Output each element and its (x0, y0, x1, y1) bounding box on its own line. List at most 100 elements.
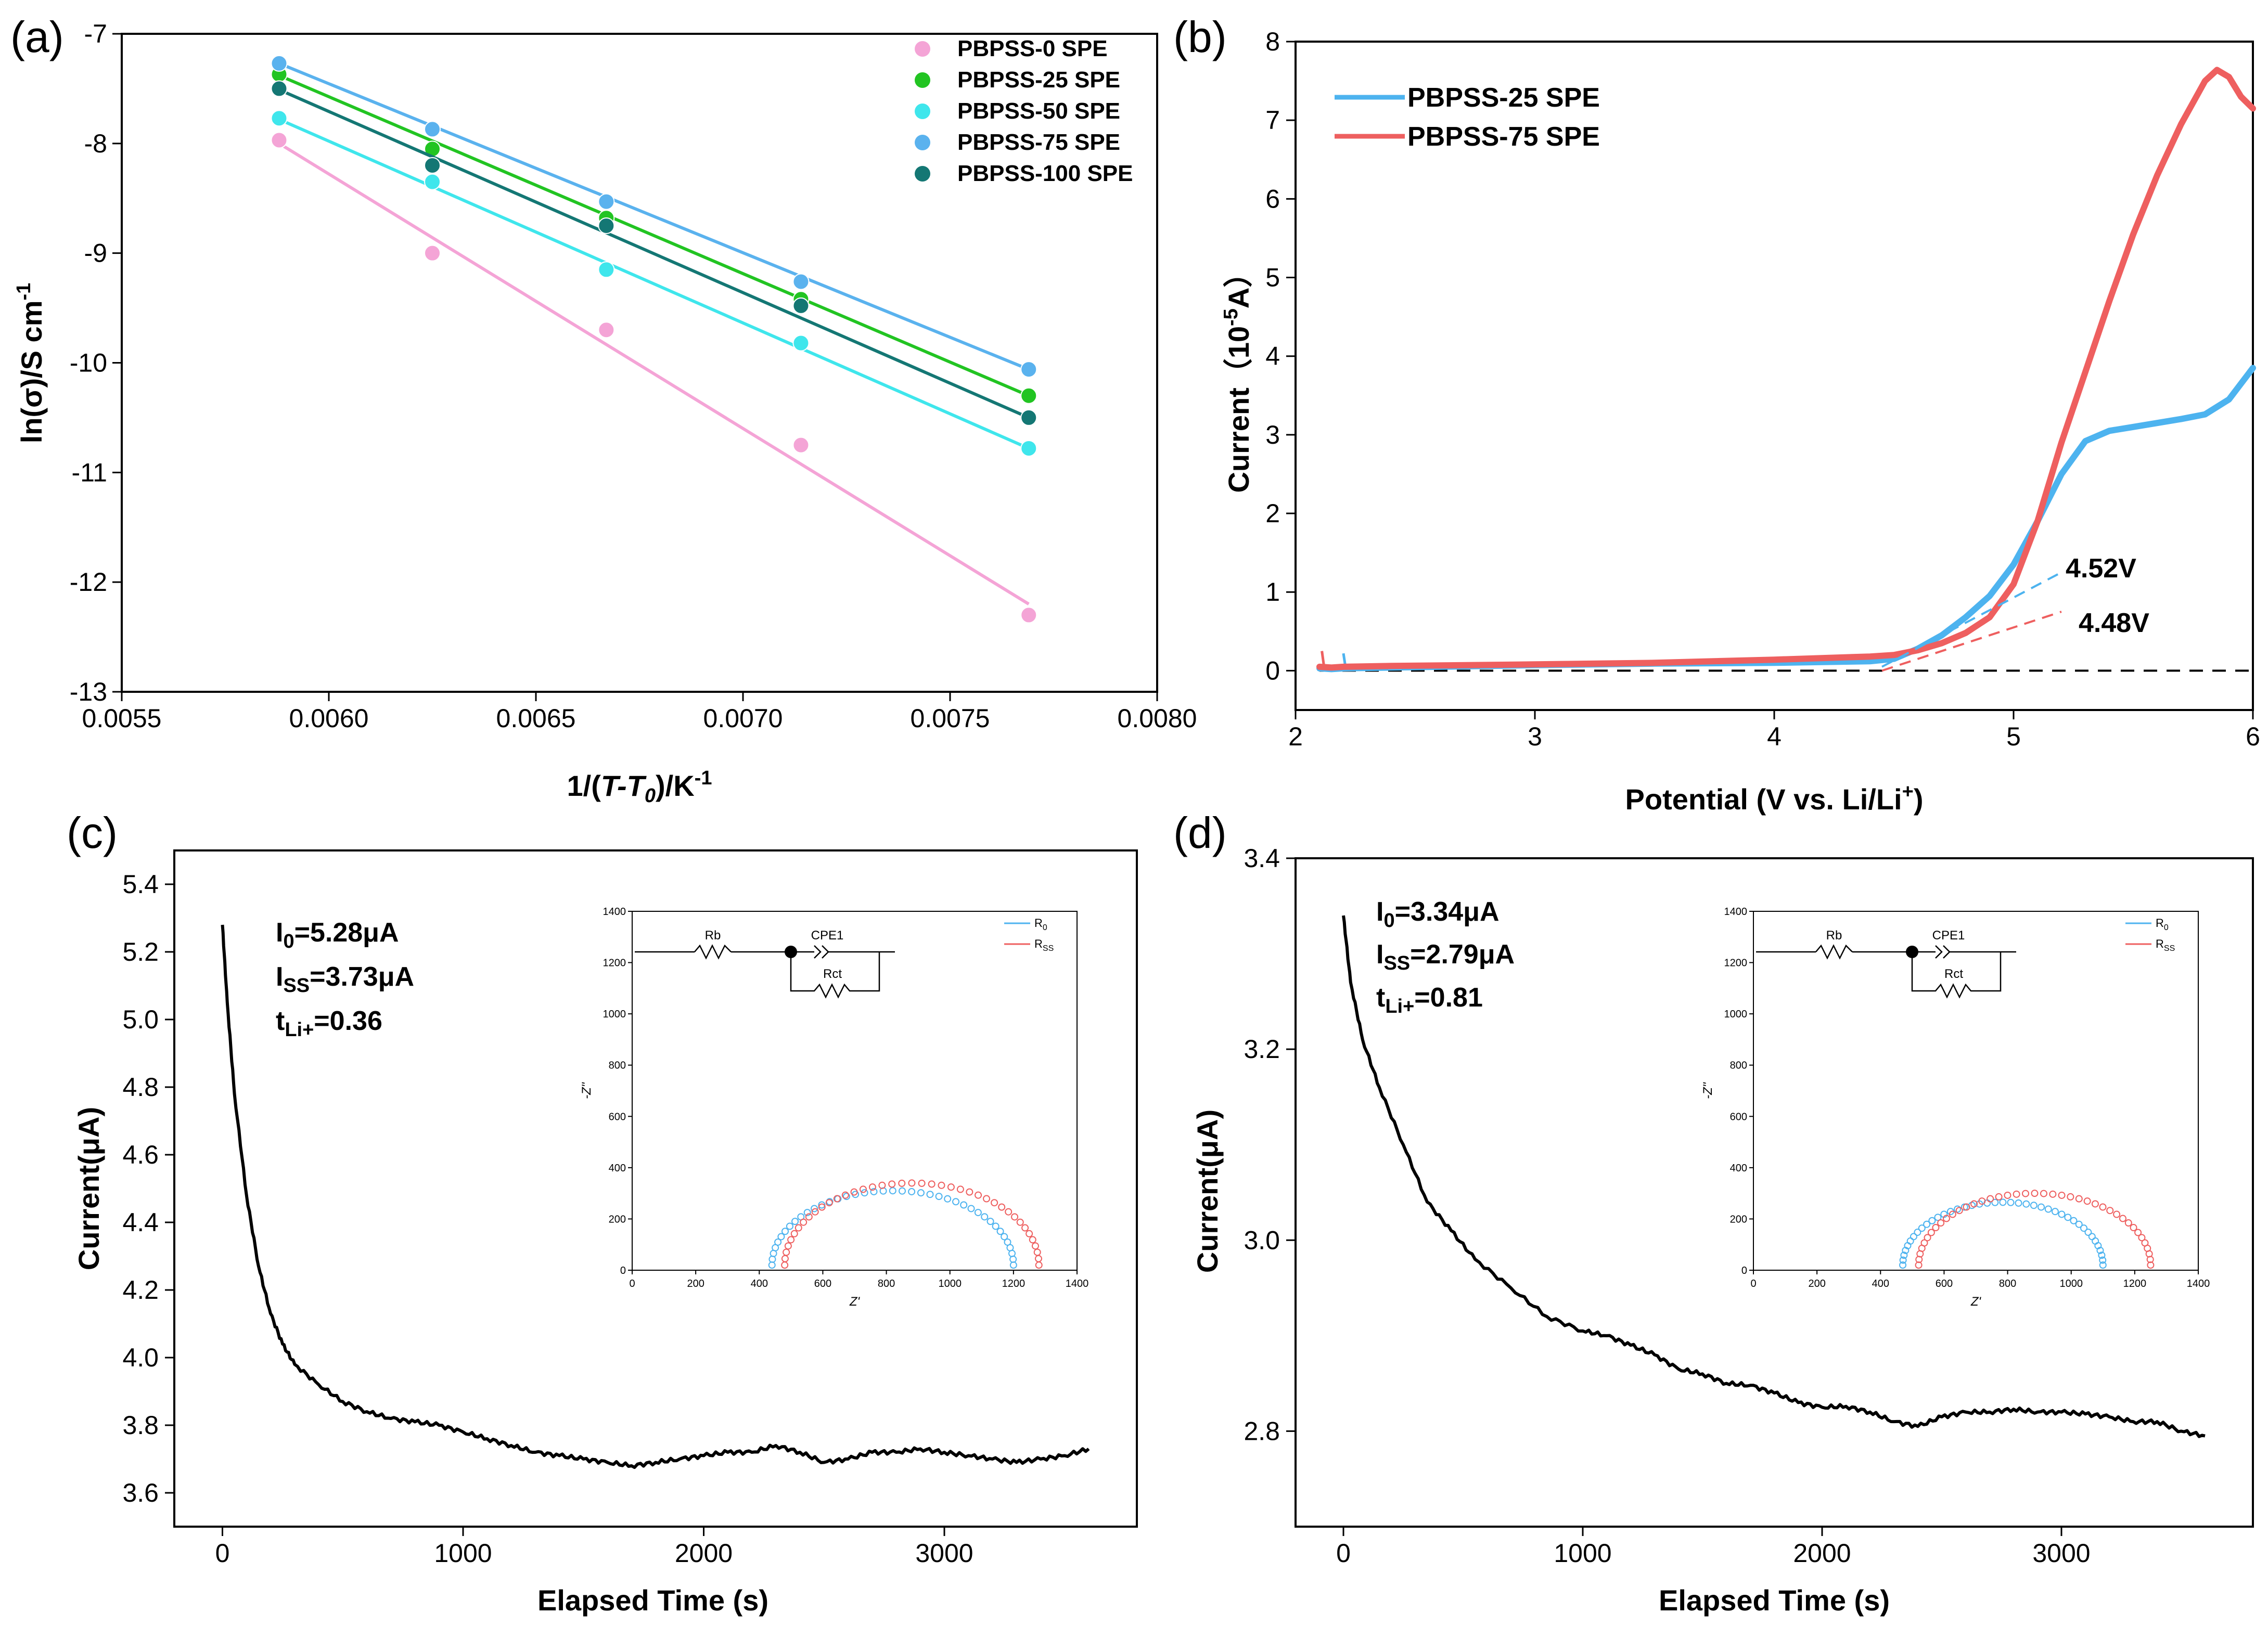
panel-a-point (1020, 361, 1037, 378)
panel-c-ytick-label: 5.4 (122, 870, 159, 899)
panel-d-inset-arc-point (2083, 1197, 2091, 1205)
panel-c-inset-arc-point (1001, 1233, 1008, 1241)
panel-d-inset-resistor-rb (1815, 944, 1853, 960)
panel-c: (c) 0 1000 2000 30003.63.84.04.24.44.64.85.… (67, 808, 1138, 1617)
panel-a-ytick-label: -7 (84, 19, 107, 48)
panel-d-inset-xtick-label: 0 (1750, 1278, 1756, 1289)
panel-c-xtick-label: 0 (215, 1539, 230, 1568)
panel-a-ytick-label: -11 (71, 458, 107, 487)
panel-a-point (424, 244, 441, 262)
panel-c-inset-arc-point (966, 1188, 973, 1196)
panel-d-xtick-label: 0 (1336, 1539, 1351, 1568)
panel-c-inset-arc-point (956, 1185, 964, 1193)
panel-d-inset: 0 200 400 600 800 1000 1200 1400 0 200 400 600 800 10… (1701, 906, 2210, 1309)
panel-b-series-line (1316, 67, 2256, 671)
panel-c-inset-arc-point (781, 1228, 789, 1235)
panel-a-point (598, 217, 615, 234)
panel-a-fit-line (278, 88, 1030, 419)
panel-a-ylabel: ln(σ)/S cm-1 (13, 283, 48, 444)
panel-d-inset-arc-point (2134, 1229, 2142, 1236)
panel-c-inset-ytick-label: 200 (609, 1214, 626, 1225)
panel-c-inset-resistor-rb (694, 944, 732, 960)
panel-a-point (598, 261, 615, 278)
panel-c-ticks: 0 1000 2000 30003.63.84.04.24.44.64.85.05.2… (122, 870, 973, 1568)
panel-c-inset-arc-point (889, 1187, 896, 1195)
panel-c-plot (221, 924, 1090, 1469)
panel-c-inset-arc-point (947, 1183, 955, 1191)
panel-a-point (271, 55, 288, 72)
panel-a-point (792, 436, 810, 454)
panel-d-inset-arc-point (1999, 1198, 2007, 1206)
panel-d-inset-ylabel: -Z'' (1701, 1082, 1715, 1099)
panel-a-legend-marker (915, 104, 930, 119)
panel-c-inset-arc-point (811, 1208, 819, 1216)
panel-c-inset-legend-label: R0 (1034, 917, 1047, 932)
panel-c-inset-arc-point (926, 1191, 934, 1198)
panel-a-ytick-label: -9 (84, 239, 107, 268)
panel-a-fit-line (278, 142, 1030, 605)
panel-d-inset-arc-point (1927, 1229, 1935, 1236)
panel-d-inset-arc-point (1949, 1210, 1956, 1218)
panel-a-xtick-label: 0.0075 (911, 704, 990, 733)
panel-a-point (792, 273, 810, 290)
panel-d-inset-xtick-label: 600 (1936, 1278, 1953, 1289)
panel-b-ytick-label: 8 (1265, 27, 1280, 56)
panel-c-inset-arc-point (1016, 1218, 1024, 1226)
panel-b-ytick-label: 2 (1265, 499, 1280, 528)
panel-c-inset-cpe-element (814, 945, 822, 959)
panel-d-inset-arc-point (2091, 1200, 2099, 1208)
panel-d-inset-arc-point (2044, 1205, 2052, 1213)
panel-d-inset-arc-point (1987, 1195, 1994, 1203)
panel-a-ytick-label: -13 (70, 677, 107, 706)
panel-d-frame (1295, 857, 2254, 1528)
panel-d-inset-arc-point (1934, 1214, 1942, 1221)
panel-a-legend-marker (915, 41, 930, 57)
panel-a-xtick-label: 0.0065 (496, 704, 576, 733)
panel-c-inset-arc-point (992, 1222, 1000, 1230)
panel-c-inset-arc-point (825, 1199, 833, 1207)
panel-b-onset-line (1881, 611, 2062, 672)
panel-c-inset-xtick-label: 1200 (1002, 1278, 1026, 1289)
panel-d-inset-arc-point (2064, 1214, 2072, 1221)
panel-b-annotation: 4.52V (2066, 553, 2136, 584)
panel-d-plot (1342, 915, 2206, 1438)
panel-c-inset-arc-point (790, 1230, 798, 1237)
panel-c-inset-xtick-label: 400 (751, 1278, 768, 1289)
panel-d-inset-arc-point (2031, 1190, 2039, 1197)
panel-d-series-line (1342, 915, 2206, 1438)
panel-c-inset-legend-label: RSS (1034, 937, 1054, 953)
panel-c-xlabel: Elapsed Time (s) (537, 1584, 768, 1617)
panel-a-point (1020, 387, 1037, 404)
panel-c-ytick-label: 4.4 (122, 1208, 159, 1237)
panel-a-xtick-label: 0.0055 (82, 704, 162, 733)
panel-c-inset-arc-point (974, 1209, 982, 1217)
panel-d-inset-ytick-label: 1000 (1724, 1009, 1748, 1020)
panel-d-inset-circuit-label: Rct (1944, 967, 1963, 981)
panel-d-inset-arc-point (1963, 1203, 1970, 1211)
panel-c-inset-ytick-label: 1000 (603, 1009, 626, 1020)
panel-c-inset-arc-point (1021, 1224, 1029, 1232)
panel-c-inset-arc-point (928, 1180, 936, 1188)
panel-c-inset-resistor-rct (790, 952, 880, 999)
panel-a-legend-label: PBPSS-75 SPE (957, 130, 1120, 155)
panel-a-point (1020, 440, 1037, 457)
panel-a-point (424, 121, 441, 138)
panel-c-inset-arc-point (777, 1233, 785, 1241)
panel-c-inset-arc-point (1031, 1242, 1039, 1250)
panel-d-inset-arc-point (1970, 1200, 1978, 1208)
panel-c-inset-arc-point (800, 1218, 808, 1226)
panel-c-inset-frame (632, 911, 1078, 1271)
panel-d-inset-arc-point (2113, 1210, 2121, 1218)
panel-c-inset-arc-point (842, 1193, 850, 1201)
panel-a-point (271, 132, 288, 149)
panel-b-xtick-label: 3 (1528, 722, 1542, 751)
panel-d-inset-legend-label: RSS (2156, 937, 2175, 953)
panel-c-ytick-label: 5.2 (122, 937, 159, 966)
panel-d-inset-ytick-label: 0 (1741, 1265, 1747, 1276)
panel-c-inset-ytick-label: 600 (609, 1111, 626, 1122)
panel-d-inset-arc-point (1955, 1207, 1963, 1215)
panel-c-series-line (221, 924, 1090, 1469)
panel-d-inset-arc-point (2138, 1234, 2146, 1242)
panel-b-xtick-label: 4 (1767, 722, 1782, 751)
